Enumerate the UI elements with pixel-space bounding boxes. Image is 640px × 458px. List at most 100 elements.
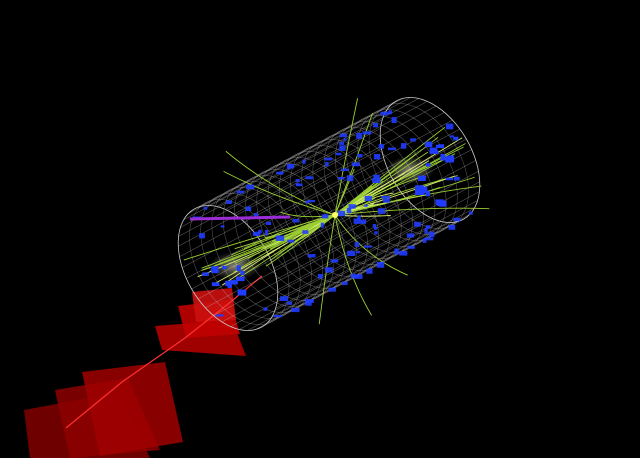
calorimeter-hit: [276, 171, 284, 175]
calorimeter-hit: [275, 235, 285, 241]
barrel-mesh-line: [178, 138, 381, 247]
barrel-mesh-line: [208, 97, 411, 206]
calorimeter-hit: [286, 164, 291, 170]
particle-track: [334, 160, 430, 216]
calorimeter-hit: [419, 189, 425, 196]
calorimeter-hit: [226, 200, 232, 204]
calorimeter-hit: [372, 224, 377, 228]
calorimeter-hit: [263, 307, 268, 311]
calorimeter-hit: [302, 230, 309, 234]
calorimeter-hit: [211, 266, 219, 274]
calorimeter-hit: [264, 229, 269, 236]
calorimeter-hit: [359, 219, 367, 224]
particle-track: [334, 214, 372, 316]
calorimeter-hit: [287, 239, 295, 243]
barrel-mesh-line: [273, 160, 476, 269]
calorimeter-hit: [373, 123, 378, 128]
calorimeter-hit: [225, 280, 232, 287]
calorimeter-hit: [350, 273, 356, 279]
calorimeter-hit: [341, 168, 349, 172]
calorimeter-hit: [236, 265, 241, 272]
calorimeter-hit: [215, 314, 224, 317]
calorimeter-hit: [295, 179, 300, 183]
calorimeter-hit: [203, 206, 208, 210]
calorimeter-hit: [406, 233, 415, 238]
calorimeter-hit: [305, 300, 312, 306]
calorimeter-hit: [429, 147, 438, 152]
calorimeter-hit: [356, 132, 363, 139]
calorimeter-hit: [380, 111, 389, 116]
calorimeter-hit: [372, 178, 381, 184]
particle-track: [223, 170, 336, 216]
particle-track: [334, 214, 408, 276]
calorimeter-hit: [355, 274, 360, 278]
calorimeter-hit: [448, 224, 456, 230]
calorimeter-hit: [440, 153, 446, 161]
calorimeter-hit: [230, 280, 238, 285]
barrel-mesh-line: [275, 200, 478, 309]
calorimeter-hit: [222, 265, 227, 270]
calorimeter-hit: [339, 133, 348, 138]
calorimeter-hit: [307, 200, 316, 203]
calorimeter-hit: [453, 176, 460, 181]
calorimeter-hit: [220, 225, 225, 228]
calorimeter-hit: [324, 157, 333, 161]
calorimeter-hit: [342, 281, 348, 286]
barrel-mesh-line: [183, 111, 386, 221]
calorimeter-hit: [415, 185, 424, 191]
calorimeter-hit: [357, 153, 363, 158]
calorimeter-hit: [429, 150, 439, 154]
calorimeter-hit: [362, 131, 372, 135]
calorimeter-hit: [337, 176, 345, 180]
barrel-mesh-line: [267, 214, 470, 323]
muon-chamber: [82, 362, 183, 456]
calorimeter-hit: [363, 245, 372, 248]
calorimeter-hit: [373, 226, 378, 230]
barrel-mesh-line: [200, 98, 403, 207]
calorimeter-hit: [302, 159, 306, 164]
calorimeter-hit: [348, 204, 356, 209]
barrel-mesh-line: [213, 207, 416, 316]
calorimeter-hit: [394, 248, 399, 255]
calorimeter-hit: [439, 200, 447, 207]
calorimeter-hit: [321, 214, 329, 219]
calorimeter-hit: [305, 176, 314, 180]
calorimeter-hit: [258, 229, 262, 234]
barrel-mesh-line: [179, 148, 382, 257]
barrel-mesh-line: [221, 213, 425, 323]
calorimeter-hit: [415, 190, 422, 195]
tracks: [183, 98, 490, 325]
calorimeter-hit: [453, 136, 459, 141]
calorimeter-hit: [435, 144, 442, 148]
calorimeter-hit: [279, 296, 289, 301]
calorimeter-hit: [346, 207, 352, 214]
calorimeter-hit: [445, 156, 454, 163]
barrel-mesh-line: [250, 119, 453, 229]
calorimeter-hit: [373, 154, 381, 160]
barrel-mesh-line: [277, 181, 480, 290]
particle-track: [334, 153, 417, 216]
calorimeter-hit: [381, 196, 391, 199]
calorimeter-hit: [325, 267, 333, 273]
calorimeter-hit: [202, 272, 209, 277]
barrel-mesh-line: [276, 171, 479, 280]
calorimeter-hit: [339, 141, 345, 145]
calorimeter-hit: [400, 143, 407, 149]
calorimeter-hit: [425, 225, 431, 229]
calorimeter-hit: [338, 210, 346, 217]
calorimeter-hit: [354, 242, 360, 247]
calorimeter-hit: [236, 190, 245, 194]
calorimeter-hit: [469, 211, 473, 215]
particle-track: [334, 98, 359, 216]
calorimeter-hit: [325, 161, 329, 167]
barrel-mesh-line: [277, 191, 480, 300]
calorimeter-hit: [449, 135, 454, 138]
calorimeter-hit: [445, 177, 453, 181]
calorimeter-hit: [292, 218, 300, 223]
barrel-mesh-line: [272, 207, 475, 317]
calorimeter-hit: [414, 221, 421, 227]
calorimeter-hit: [245, 206, 252, 212]
calorimeter-hit: [356, 251, 361, 254]
barrel-mesh-line: [239, 221, 442, 330]
barrel-mesh-line: [193, 100, 397, 210]
